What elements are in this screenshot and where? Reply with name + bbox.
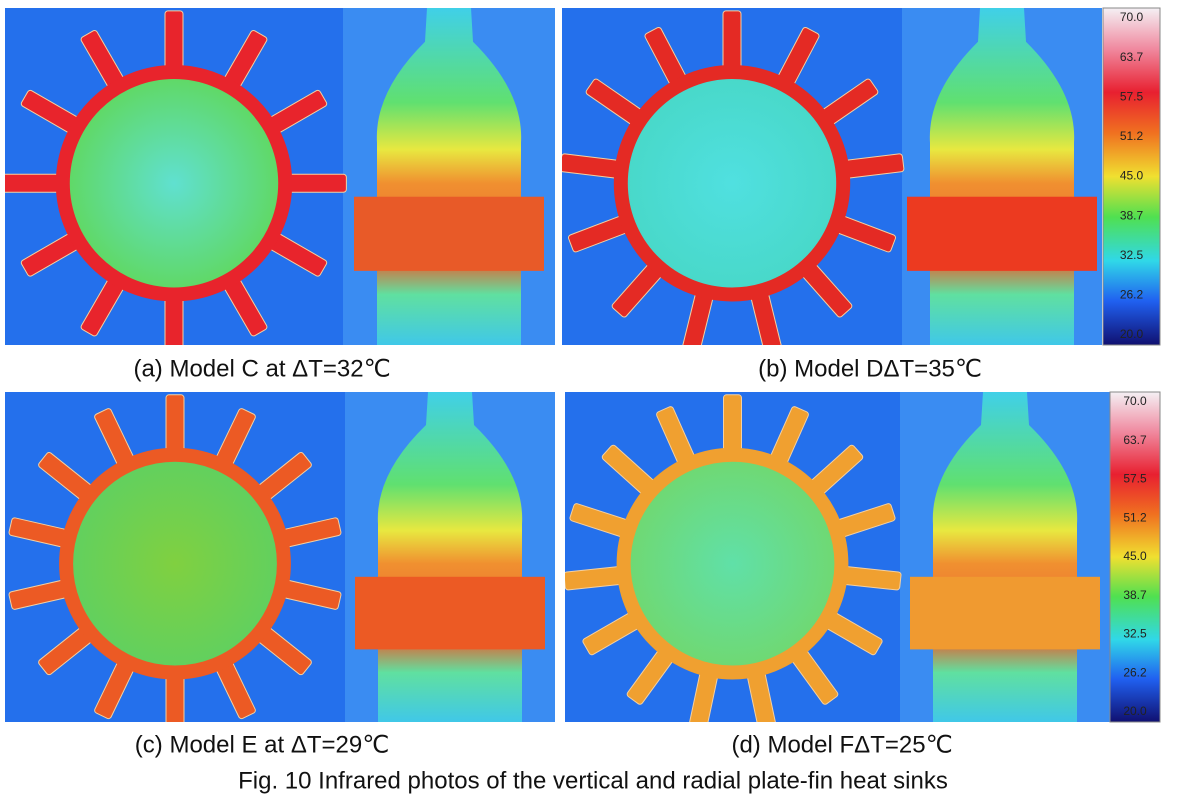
ring (63, 72, 285, 294)
colorbar-label: 38.7 (1123, 588, 1147, 602)
infrared-photo (2, 8, 555, 356)
photo-content (2, 8, 555, 356)
panel-caption: (c) Model E at ΔT=29℃ (135, 731, 389, 758)
panel-caption: (d) Model FΔT=25℃ (731, 731, 952, 758)
photo-content (564, 392, 1110, 731)
panel-caption: (a) Model C at ΔT=32℃ (133, 355, 390, 382)
colorbar-label: 57.5 (1123, 472, 1147, 486)
colorbar-label: 38.7 (1120, 208, 1144, 222)
ring (621, 72, 843, 294)
colorbar-label: 63.7 (1123, 433, 1147, 447)
infrared-photo (5, 392, 555, 732)
colorbar: 70.0 63.7 57.5 51.2 45.0 38.7 32.5 26.2 20.0 (1103, 8, 1160, 345)
page: {"panels": [ {"caption": "(a) Model C at… (0, 0, 1186, 803)
photo-content (560, 8, 1102, 353)
infrared-photo (564, 392, 1110, 731)
photo-content (5, 392, 555, 732)
colorbar-label: 20.0 (1120, 327, 1144, 341)
colorbar-label: 63.7 (1120, 50, 1144, 64)
colorbar-label: 32.5 (1120, 248, 1144, 262)
colorbar-label: 70.0 (1123, 394, 1147, 408)
colorbar-label: 70.0 (1120, 10, 1144, 24)
heat-sink-band (355, 577, 545, 650)
colorbar: 70.0 63.7 57.5 51.2 45.0 38.7 32.5 26.2 20.0 (1110, 392, 1160, 722)
colorbar-label: 32.5 (1123, 627, 1147, 641)
colorbar-label: 26.2 (1123, 665, 1147, 679)
infrared-photo (560, 8, 1102, 353)
ring (66, 455, 284, 673)
colorbar-label: 51.2 (1123, 510, 1147, 524)
colorbar-label: 20.0 (1123, 704, 1147, 718)
colorbar-label: 51.2 (1120, 129, 1144, 143)
panel-caption: (b) Model DΔT=35℃ (758, 355, 982, 382)
heat-sink-band (354, 197, 544, 271)
heat-sink-band (907, 197, 1097, 271)
colorbar-label: 26.2 (1120, 288, 1144, 302)
colorbar-label: 45.0 (1120, 169, 1144, 183)
figure: (a) Model C at ΔT=32℃ (b) Model DΔT=35℃ … (0, 0, 1186, 803)
ring (624, 455, 842, 673)
colorbar-label: 45.0 (1123, 549, 1147, 563)
heat-sink-band (910, 577, 1100, 650)
figure-caption: Fig. 10 Infrared photos of the vertical … (238, 767, 948, 794)
colorbar-label: 57.5 (1120, 89, 1144, 103)
